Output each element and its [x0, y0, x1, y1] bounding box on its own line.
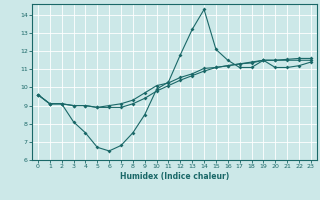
X-axis label: Humidex (Indice chaleur): Humidex (Indice chaleur)	[120, 172, 229, 181]
